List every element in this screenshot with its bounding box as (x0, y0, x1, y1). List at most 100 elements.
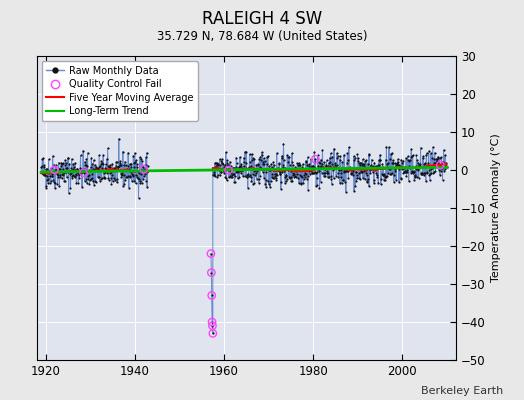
Point (300, 176, 308, 183)
Point (385, 166, 394, 172)
Point (93, 166, 101, 172)
Point (236, 168, 245, 174)
Point (364, 151, 373, 157)
Point (79, 148, 88, 154)
Point (308, 170, 316, 176)
Point (337, 180, 346, 186)
Point (102, 166, 110, 172)
Point (219, 156, 227, 162)
Point (127, 163, 135, 170)
Point (129, 164, 138, 170)
Point (291, 164, 300, 170)
Point (363, 177, 371, 184)
Point (299, 161, 307, 167)
Point (409, 169, 418, 175)
Point (81, 162, 90, 168)
Point (350, 188, 358, 194)
Point (420, 172, 428, 178)
Point (422, 150, 431, 156)
Point (85, 167, 94, 174)
Point (56, 166, 64, 172)
Point (118, 167, 127, 173)
Point (126, 160, 134, 167)
Point (73, 166, 81, 172)
Point (403, 169, 411, 175)
Point (306, 165, 314, 172)
Point (87, 176, 95, 182)
Point (277, 155, 286, 161)
Point (441, 152, 449, 158)
Point (51, 166, 60, 173)
Point (309, 163, 318, 169)
Point (392, 162, 401, 168)
Point (77, 166, 85, 173)
Point (290, 174, 298, 180)
Point (247, 162, 255, 169)
Point (412, 163, 420, 170)
Point (436, 168, 445, 175)
Point (135, 170, 144, 176)
Point (314, 168, 323, 174)
Point (375, 162, 383, 168)
Point (324, 160, 333, 166)
Point (78, 168, 86, 175)
Point (294, 174, 302, 181)
Point (428, 165, 436, 172)
Point (386, 171, 394, 178)
Point (361, 176, 369, 182)
Point (112, 159, 121, 165)
Point (357, 160, 366, 166)
Point (367, 166, 375, 172)
Point (233, 168, 241, 174)
Point (60, 170, 68, 176)
Point (249, 181, 257, 187)
Point (353, 151, 362, 158)
Point (427, 165, 435, 172)
Point (122, 174, 130, 180)
Point (227, 163, 236, 170)
Point (350, 153, 358, 160)
Point (132, 180, 140, 187)
Point (268, 171, 277, 177)
Point (250, 180, 259, 186)
Point (243, 173, 251, 180)
Point (426, 171, 434, 178)
Point (419, 170, 428, 176)
Point (292, 168, 300, 174)
Point (307, 156, 315, 163)
Point (405, 158, 413, 164)
Point (328, 153, 336, 160)
Point (411, 166, 420, 172)
Point (373, 164, 381, 170)
Point (256, 173, 264, 179)
Point (431, 168, 440, 174)
Point (116, 162, 125, 169)
Point (52, 167, 61, 173)
Point (313, 169, 321, 175)
Point (128, 172, 137, 178)
Point (80, 168, 89, 175)
Point (137, 156, 146, 162)
Point (298, 174, 307, 180)
Point (114, 163, 123, 170)
Point (387, 150, 396, 157)
Point (96, 178, 104, 184)
Point (346, 164, 355, 170)
Point (128, 178, 136, 184)
Point (266, 167, 274, 173)
Point (385, 144, 393, 150)
Point (263, 160, 271, 167)
Point (97, 158, 105, 164)
Point (120, 172, 128, 178)
Point (313, 166, 322, 172)
Point (294, 160, 303, 166)
Point (339, 176, 347, 183)
Point (341, 178, 349, 185)
Point (140, 172, 148, 179)
Point (115, 136, 123, 142)
Point (69, 165, 78, 172)
Point (353, 172, 361, 178)
Point (237, 165, 246, 171)
Point (262, 184, 270, 190)
Point (329, 166, 337, 173)
